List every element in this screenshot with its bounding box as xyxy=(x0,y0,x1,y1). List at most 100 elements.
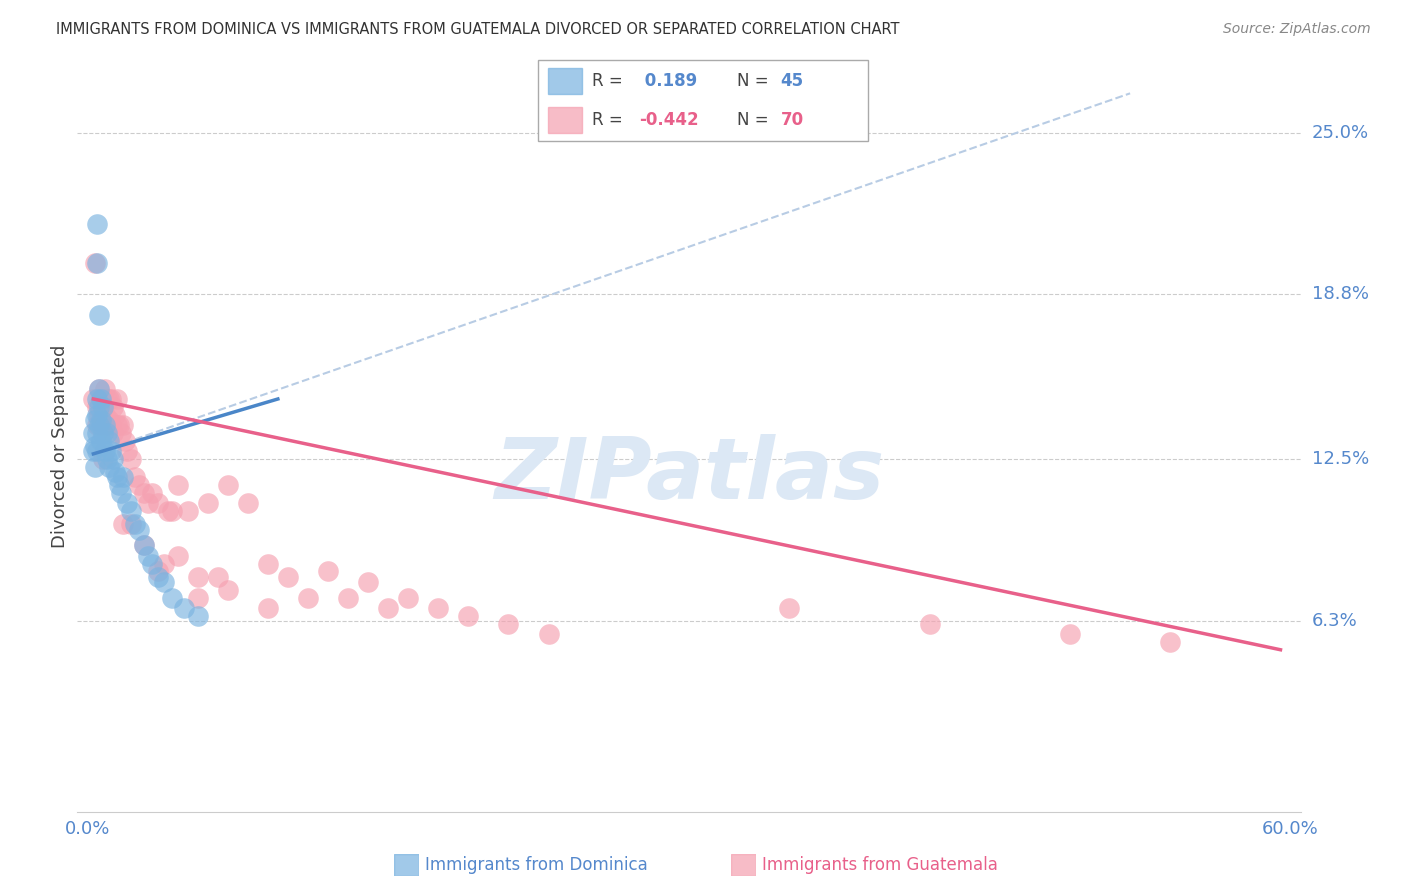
Point xyxy=(457,608,479,623)
Point xyxy=(152,574,174,589)
Point xyxy=(90,392,112,406)
Text: Immigrants from Guatemala: Immigrants from Guatemala xyxy=(762,856,998,874)
Point xyxy=(89,382,111,396)
Point xyxy=(82,425,104,440)
Point xyxy=(146,565,169,579)
Point xyxy=(160,504,183,518)
Point xyxy=(98,392,121,406)
Point xyxy=(104,408,127,422)
Point xyxy=(96,392,118,406)
Point xyxy=(86,256,108,270)
Point xyxy=(89,418,111,433)
Text: 25.0%: 25.0% xyxy=(1312,123,1369,142)
Point xyxy=(217,478,239,492)
Point xyxy=(136,496,159,510)
Point xyxy=(396,591,419,605)
Point xyxy=(357,574,380,589)
Point xyxy=(82,392,104,406)
Point xyxy=(94,444,117,458)
Point xyxy=(93,392,115,406)
Point xyxy=(136,549,159,563)
Point xyxy=(96,425,118,440)
Point xyxy=(124,517,146,532)
Point xyxy=(197,496,219,510)
Point xyxy=(427,601,450,615)
Point xyxy=(98,413,121,427)
Text: R =: R = xyxy=(592,111,623,128)
Point xyxy=(128,523,150,537)
Point xyxy=(93,425,115,440)
Text: N =: N = xyxy=(737,72,768,90)
Point xyxy=(98,434,121,448)
Point xyxy=(98,459,121,474)
Point xyxy=(84,439,107,453)
Point xyxy=(100,392,122,406)
Point xyxy=(86,444,108,458)
Point xyxy=(86,217,108,231)
Point xyxy=(89,408,111,422)
Point xyxy=(166,478,188,492)
Point xyxy=(277,569,299,583)
Point xyxy=(86,400,108,414)
Text: 6.3%: 6.3% xyxy=(1312,612,1357,630)
Point xyxy=(90,392,112,406)
Point xyxy=(89,382,111,396)
Point xyxy=(103,425,125,440)
Point xyxy=(498,616,520,631)
Point xyxy=(537,627,560,641)
Point xyxy=(86,425,108,440)
Point xyxy=(337,591,360,605)
Point xyxy=(107,392,129,406)
Point xyxy=(146,569,169,583)
Point xyxy=(141,486,163,500)
Point xyxy=(146,496,169,510)
Bar xyxy=(548,68,582,94)
Point xyxy=(112,418,135,433)
Point xyxy=(256,557,278,571)
Text: 45: 45 xyxy=(780,72,804,90)
Point xyxy=(778,601,800,615)
Point xyxy=(236,496,259,510)
Y-axis label: Divorced or Separated: Divorced or Separated xyxy=(51,344,69,548)
Point xyxy=(121,452,143,467)
Point xyxy=(132,538,155,552)
Point xyxy=(117,496,139,510)
Point xyxy=(100,418,122,433)
Point xyxy=(107,418,129,433)
Point xyxy=(1159,635,1181,649)
Point xyxy=(377,601,399,615)
Point xyxy=(107,470,129,484)
Point xyxy=(187,608,209,623)
Point xyxy=(90,418,112,433)
Text: R =: R = xyxy=(592,72,623,90)
Point xyxy=(297,591,319,605)
Point xyxy=(86,408,108,422)
Point xyxy=(86,392,108,406)
Bar xyxy=(548,107,582,133)
Text: Source: ZipAtlas.com: Source: ZipAtlas.com xyxy=(1223,22,1371,37)
Point xyxy=(173,601,195,615)
Text: -0.442: -0.442 xyxy=(638,111,699,128)
Point xyxy=(84,459,107,474)
Point xyxy=(103,400,125,414)
Text: ZIPatlas: ZIPatlas xyxy=(494,434,884,516)
Point xyxy=(166,549,188,563)
Point xyxy=(124,470,146,484)
Text: 70: 70 xyxy=(780,111,804,128)
Point xyxy=(207,569,229,583)
Point xyxy=(141,557,163,571)
Point xyxy=(94,382,117,396)
Point xyxy=(156,504,179,518)
Point xyxy=(1059,627,1081,641)
Point xyxy=(94,418,117,433)
Point xyxy=(108,418,131,433)
Text: 0.189: 0.189 xyxy=(638,72,697,90)
Point xyxy=(93,452,115,467)
Point xyxy=(93,400,115,414)
Point xyxy=(160,591,183,605)
Point xyxy=(90,413,112,427)
Point xyxy=(114,434,136,448)
Point xyxy=(217,582,239,597)
Point xyxy=(918,616,941,631)
Point xyxy=(152,557,174,571)
